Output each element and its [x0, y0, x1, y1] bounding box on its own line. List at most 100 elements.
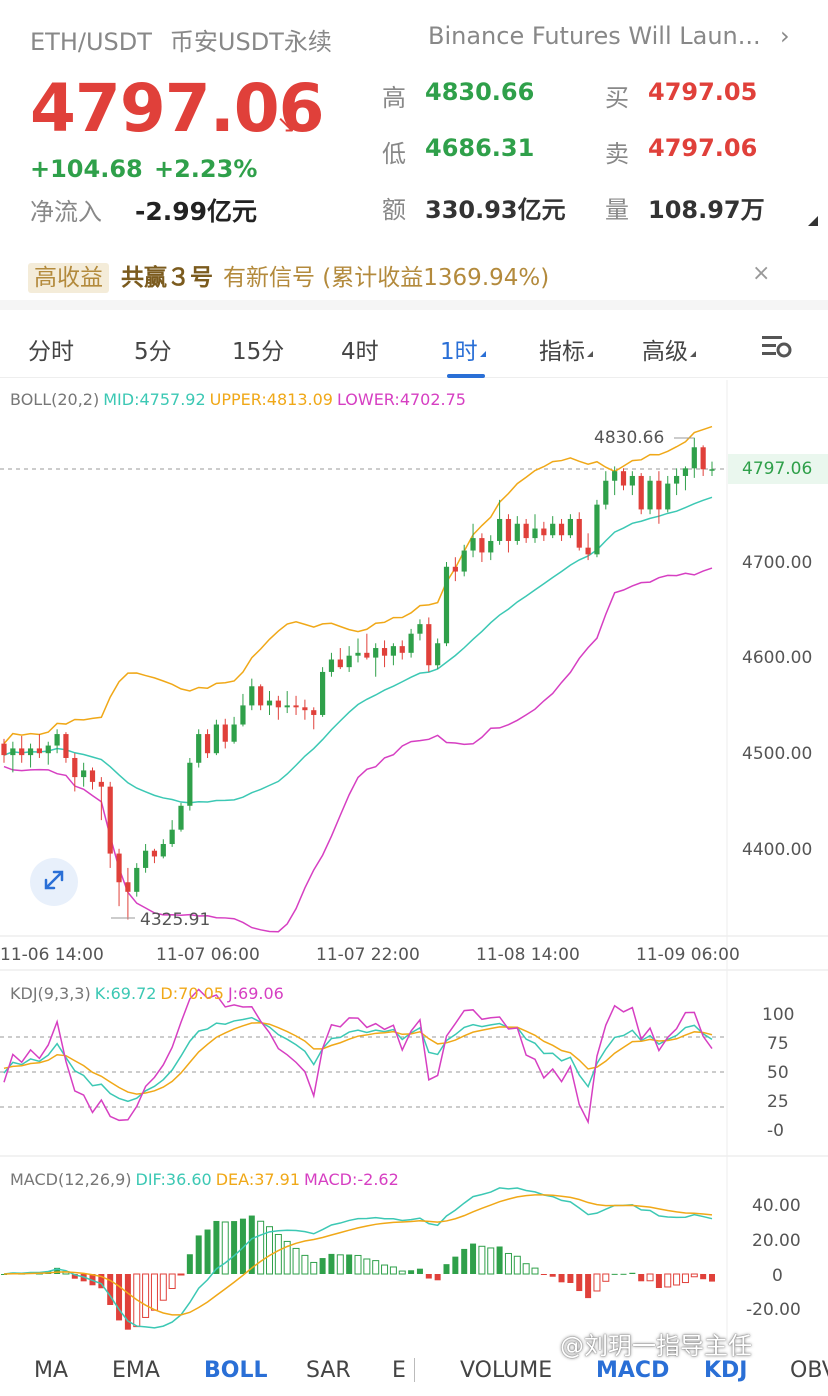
candle-body — [27, 748, 34, 756]
candle-body — [452, 566, 458, 572]
candle-body — [700, 447, 706, 470]
macd-bar — [266, 1226, 273, 1275]
macd-bar — [150, 1273, 158, 1311]
expand-corner-icon[interactable] — [808, 216, 818, 226]
caret-icon — [690, 351, 696, 357]
boll-lower: LOWER:4702.75 — [336, 390, 466, 409]
candle-body — [594, 504, 600, 555]
indicator-boll[interactable]: BOLL — [204, 1358, 268, 1383]
kdj-y-tick: -0 — [767, 1121, 784, 1141]
tab-15m[interactable]: 15分 — [232, 339, 285, 365]
stat-volume-value: 108.97万 — [648, 196, 765, 224]
candle-body — [187, 762, 193, 806]
candle-body — [576, 518, 582, 548]
tab-5m[interactable]: 5分 — [134, 339, 172, 365]
indicator-volume[interactable]: VOLUME — [460, 1358, 553, 1383]
signal-banner[interactable]: 高收益 共赢３号 有新信号 (累计收益1369.94%) — [28, 258, 550, 293]
candle-body — [373, 648, 379, 658]
last-price: 4797.06 — [30, 70, 325, 147]
candle-body — [417, 624, 423, 634]
macd-bar — [664, 1273, 672, 1288]
macd-bar — [487, 1247, 495, 1275]
macd-bar — [159, 1273, 167, 1301]
candle-body — [178, 805, 184, 830]
tab-indicators[interactable]: 指标 — [539, 332, 593, 366]
indicator-macd[interactable]: MACD — [596, 1358, 670, 1383]
kdj-j: J:69.06 — [227, 984, 284, 1003]
macd-y-tick: 0 — [772, 1266, 783, 1286]
candle-body — [107, 786, 113, 854]
kdj-k-line — [3, 1016, 713, 1103]
chart-settings-icon[interactable] — [760, 332, 794, 360]
macd-bar — [301, 1254, 309, 1275]
low-price-marker: 4325.91 — [140, 910, 211, 930]
candle-body — [311, 710, 317, 715]
indicator-ma[interactable]: MA — [34, 1358, 69, 1383]
candle-body — [337, 659, 343, 668]
candle-body — [497, 518, 503, 541]
news-ticker[interactable]: Binance Futures Will Laun... — [428, 22, 761, 50]
candle-body — [293, 705, 299, 708]
candle-body — [443, 566, 450, 644]
indicator-kdj[interactable]: KDJ — [704, 1358, 748, 1383]
macd-bar — [186, 1254, 193, 1274]
macd-bar — [71, 1274, 78, 1279]
candle-body — [1, 743, 7, 756]
caret-icon — [587, 351, 593, 357]
macd-bar — [408, 1270, 415, 1274]
high-yield-badge: 高收益 — [28, 263, 109, 293]
candle-body — [656, 480, 662, 510]
macd-bar — [700, 1274, 707, 1280]
pair-title[interactable]: ETH/USDT 币安USDT永续 — [30, 22, 350, 57]
tab-timeline[interactable]: 分时 — [28, 339, 74, 365]
stat-high-label: 高 — [382, 84, 406, 112]
close-icon[interactable]: × — [752, 261, 771, 286]
tab-advanced[interactable]: 高级 — [642, 332, 696, 366]
expand-icon — [44, 870, 64, 890]
macd-bar — [336, 1254, 344, 1275]
candle-body — [399, 646, 405, 653]
chevron-right-icon[interactable]: › — [780, 22, 790, 50]
net-inflow-label: 净流入 — [30, 198, 102, 226]
macd-bar — [124, 1274, 131, 1330]
boll-upper: UPPER:4813.09 — [209, 390, 333, 409]
macd-bar — [470, 1243, 477, 1274]
timeframe-tabs: 分时 5分 15分 4时 1时 指标 高级 — [0, 310, 828, 378]
boll-lower-line — [3, 567, 713, 933]
candle-body — [558, 523, 565, 536]
kdj-y-tick: 100 — [762, 1005, 795, 1025]
macd-bar — [673, 1273, 681, 1286]
macd-bar — [213, 1220, 220, 1274]
indicator-sar[interactable]: SAR — [306, 1358, 351, 1383]
kdj-y-tick: 75 — [767, 1034, 789, 1054]
kdj-d: D:70.05 — [160, 984, 224, 1003]
tab-1h[interactable]: 1时 — [440, 332, 486, 366]
macd-y-tick: 20.00 — [752, 1231, 801, 1251]
macd-value: MACD:-2.62 — [304, 1170, 399, 1189]
candle-body — [550, 523, 556, 536]
tab-4h[interactable]: 4时 — [341, 339, 379, 365]
indicator-obv[interactable]: OBV — [790, 1358, 828, 1383]
signal-text: 有新信号 (累计收益1369.94%) — [223, 265, 550, 291]
y-tick: 4400.00 — [742, 840, 813, 860]
boll-upper-line — [3, 425, 713, 745]
kline-chart-area[interactable] — [0, 380, 828, 1344]
section-divider — [0, 300, 828, 310]
macd-bar — [398, 1270, 406, 1275]
indicator-e[interactable]: E — [392, 1358, 406, 1383]
macd-bar — [231, 1221, 238, 1274]
macd-bar — [638, 1274, 645, 1282]
kdj-legend: KDJ(9,3,3) K:69.72 D:70.05 J:69.06 — [10, 984, 288, 1003]
candle-body — [541, 528, 547, 536]
candle-body — [266, 700, 273, 706]
candle-body — [532, 528, 538, 539]
stat-low-label: 低 — [382, 140, 406, 168]
indicator-ema[interactable]: EMA — [112, 1358, 160, 1383]
fullscreen-button[interactable] — [30, 858, 78, 906]
kdj-y-tick: 50 — [767, 1063, 789, 1083]
indicator-bar: MA EMA BOLL SAR E VOLUME MACD KDJ OBV — [0, 1344, 828, 1396]
macd-bar — [107, 1274, 114, 1305]
macd-bar — [531, 1267, 539, 1275]
macd-bar — [690, 1273, 698, 1278]
stat-bid-value: 4797.05 — [648, 78, 758, 106]
